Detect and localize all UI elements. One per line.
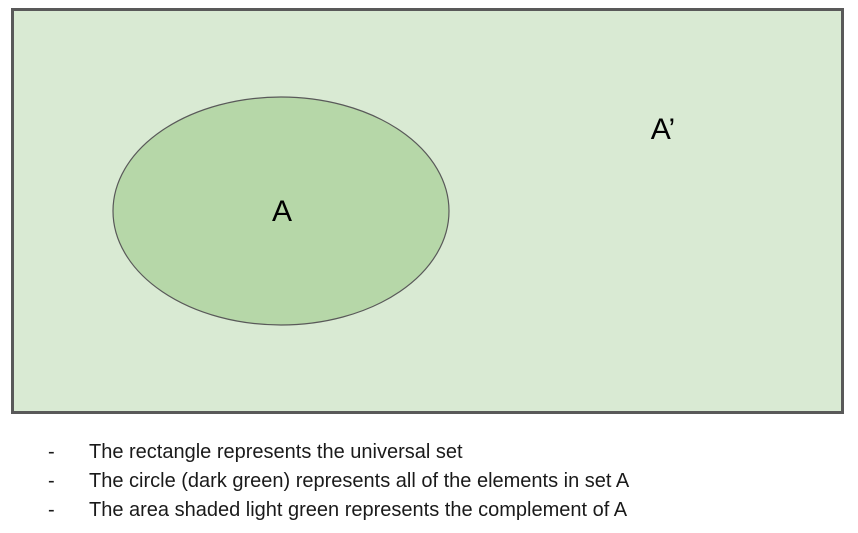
- complement-label: A’: [651, 113, 675, 146]
- note-text: The circle (dark green) represents all o…: [89, 470, 630, 492]
- note-bullet: -: [48, 470, 55, 492]
- venn-diagram: A A’: [11, 8, 844, 414]
- note-text: The rectangle represents the universal s…: [89, 441, 463, 463]
- note-text: The area shaded light green represents t…: [89, 499, 628, 521]
- note-bullet: -: [48, 441, 55, 463]
- note-bullet: -: [48, 499, 55, 521]
- set-a-circle: [112, 96, 450, 326]
- set-a-label: A: [272, 195, 292, 228]
